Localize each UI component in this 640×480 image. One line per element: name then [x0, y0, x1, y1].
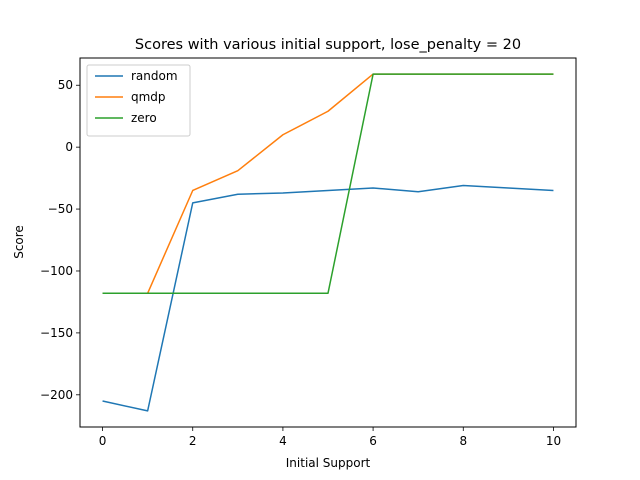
x-tick-label: 10 — [546, 434, 561, 448]
x-tick-label: 2 — [189, 434, 197, 448]
x-tick-label: 6 — [369, 434, 377, 448]
series-line-random — [102, 184, 554, 412]
y-tick-label: −200 — [40, 388, 73, 402]
series-line-zero — [102, 73, 554, 295]
axes-frame — [79, 57, 577, 428]
x-tick-label: 8 — [459, 434, 467, 448]
x-axis: 0 2 4 6 8 10 — [99, 427, 561, 448]
y-tick-label: −100 — [40, 264, 73, 278]
legend-label-random: random — [131, 69, 178, 83]
legend: random qmdp zero — [86, 64, 191, 137]
legend-label-zero: zero — [131, 111, 157, 125]
y-axis-label: Score — [12, 225, 26, 259]
plot-area — [102, 73, 554, 412]
y-tick-label: −150 — [40, 326, 73, 340]
y-tick-label: 0 — [65, 140, 73, 154]
chart-title: Scores with various initial support, los… — [135, 37, 521, 53]
y-tick-label: 50 — [58, 78, 73, 92]
legend-label-qmdp: qmdp — [131, 90, 166, 104]
x-tick-label: 4 — [279, 434, 287, 448]
y-tick-label: −50 — [48, 202, 73, 216]
x-tick-label: 0 — [99, 434, 107, 448]
y-axis: −200 −150 −100 −50 0 50 — [40, 78, 80, 402]
x-axis-label: Initial Support — [286, 456, 371, 470]
